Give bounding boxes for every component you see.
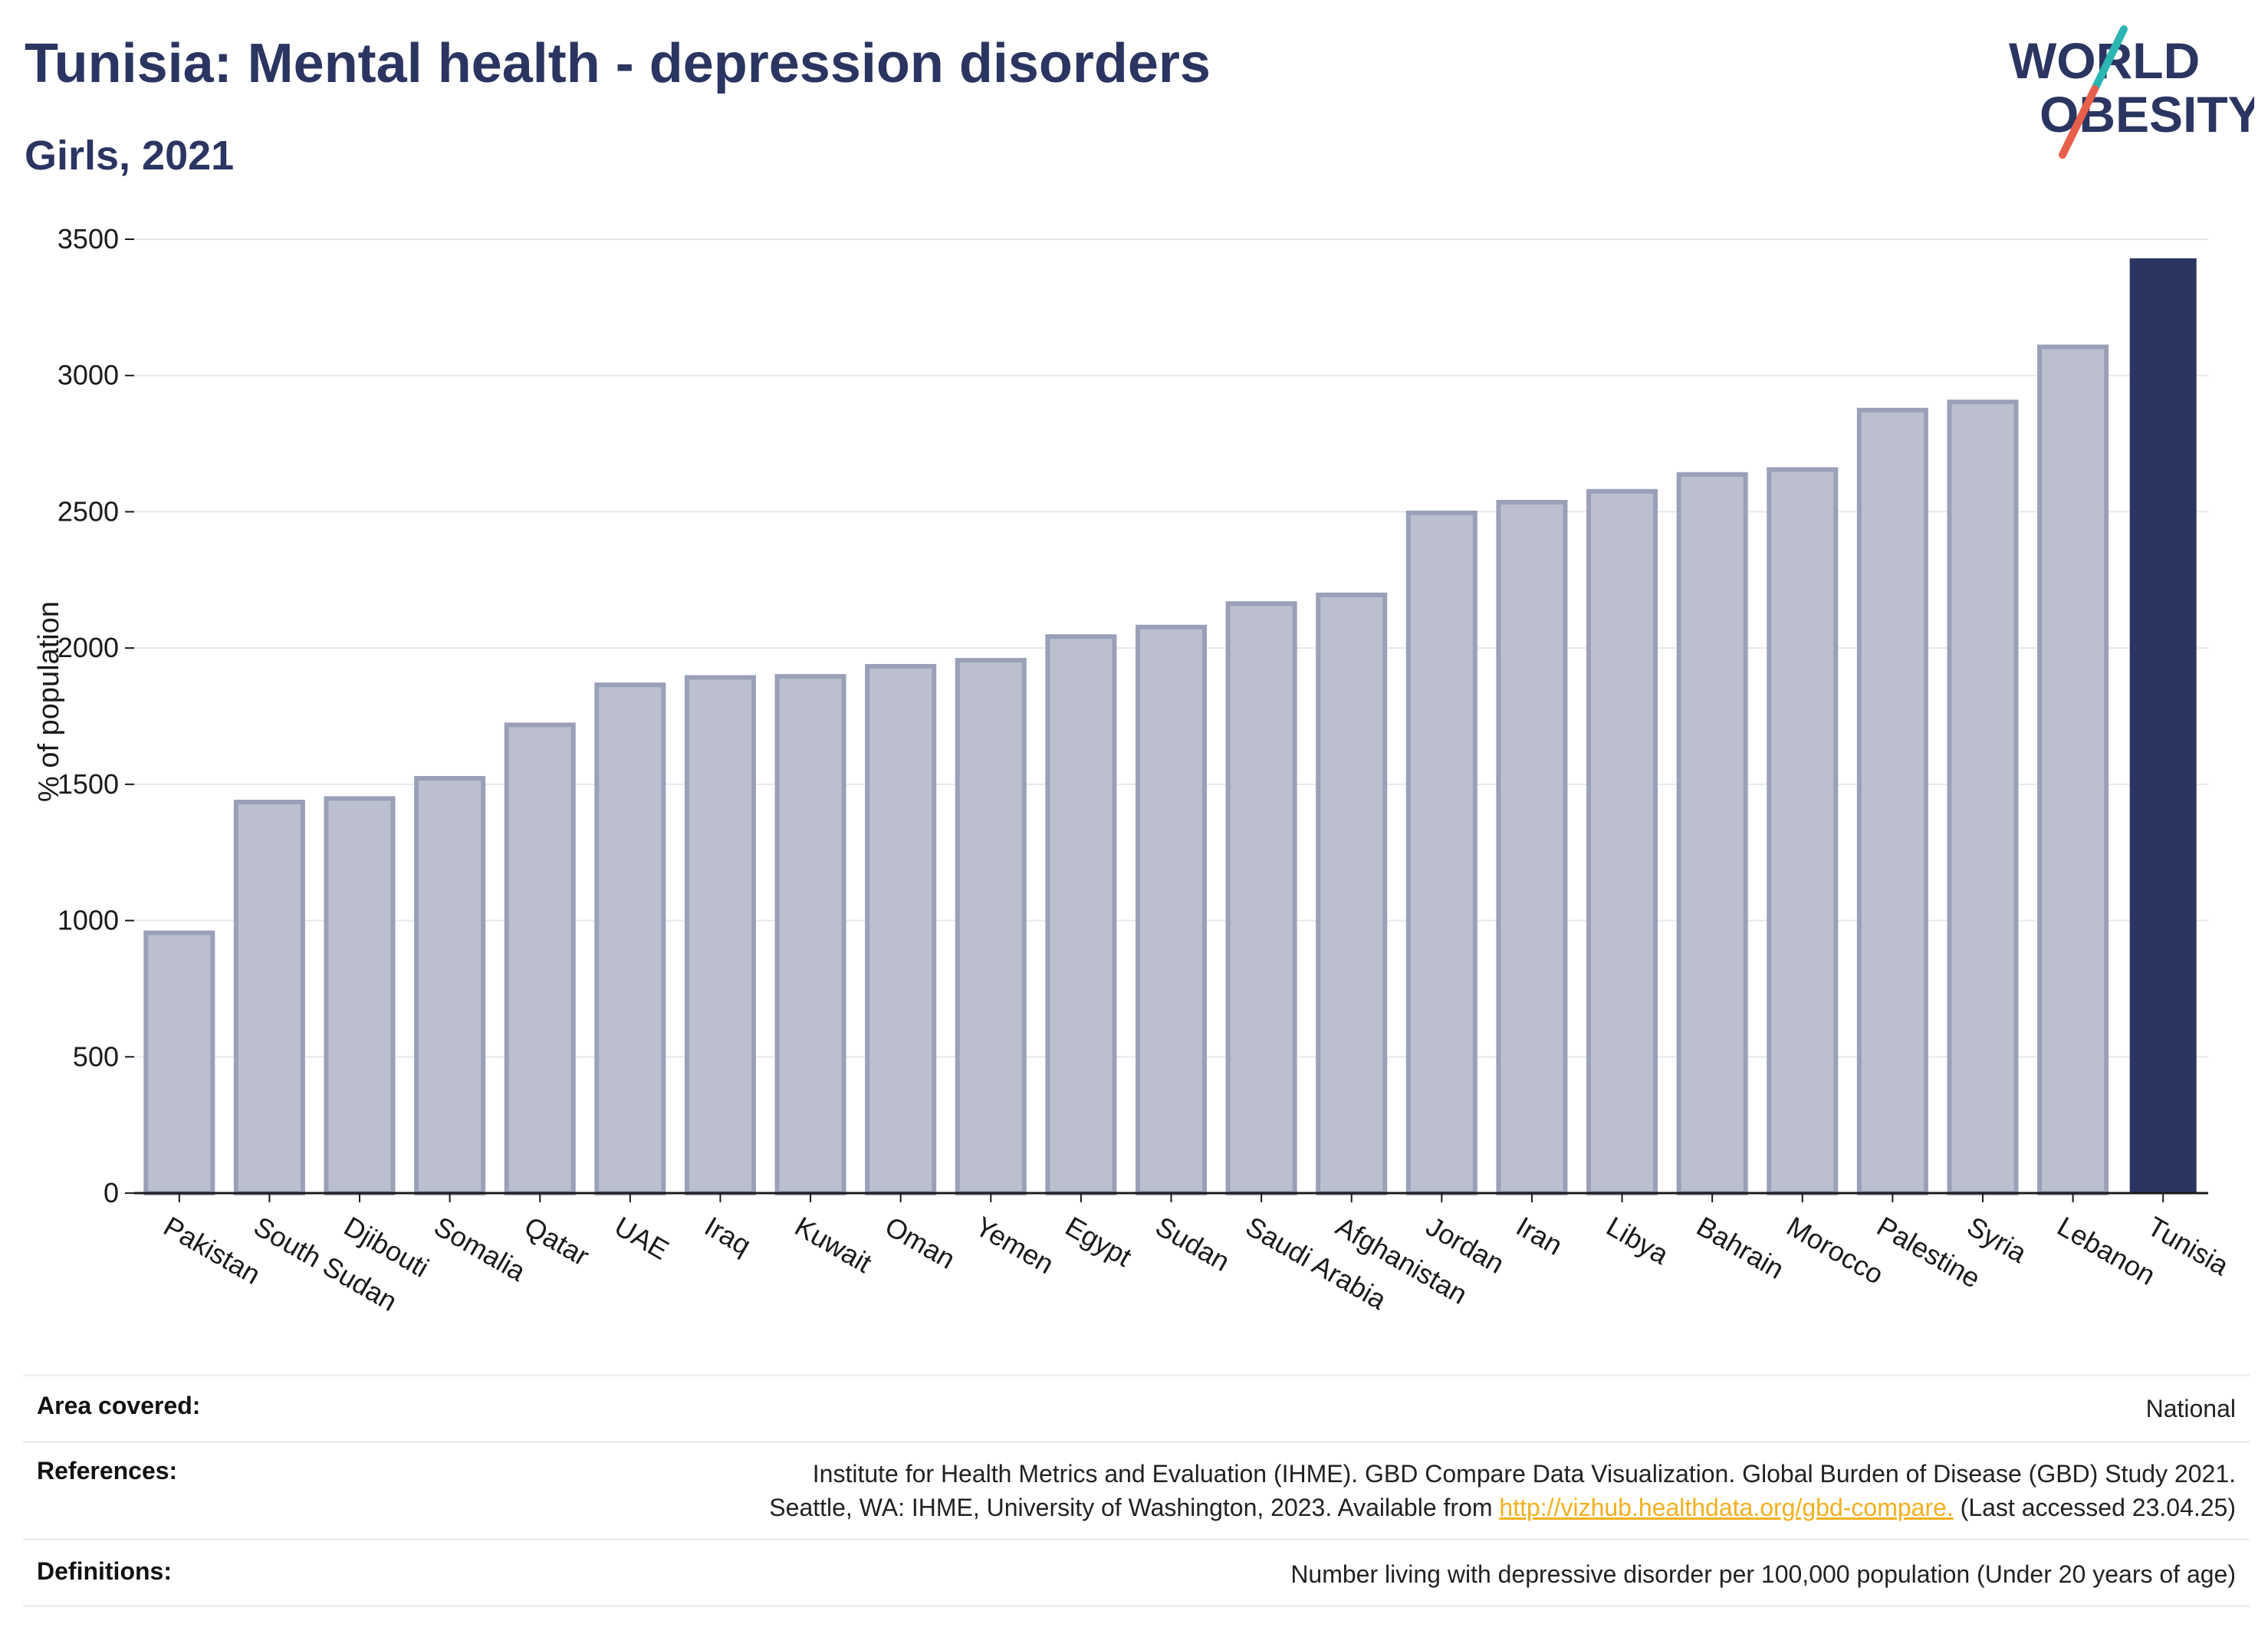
bar-egypt bbox=[1045, 634, 1117, 1195]
references-line-2-post: (Last accessed 23.04.25) bbox=[1953, 1494, 2236, 1521]
bar-oman bbox=[865, 663, 937, 1195]
bars bbox=[143, 258, 2197, 1196]
world-obesity-logo: WORLD OBESITY bbox=[2009, 25, 2254, 159]
x-tick-label: Oman bbox=[879, 1210, 960, 1275]
bar-sudan bbox=[1135, 624, 1208, 1195]
references-label: References: bbox=[37, 1457, 178, 1484]
y-tick-label: 2500 bbox=[58, 495, 119, 527]
y-tick-label: 1000 bbox=[58, 905, 119, 936]
x-tick-label: Iraq bbox=[699, 1210, 756, 1261]
x-tick-label: Lebanon bbox=[2052, 1210, 2161, 1291]
bar-iran bbox=[1496, 499, 1568, 1195]
references-line-1: Institute for Health Metrics and Evaluat… bbox=[812, 1460, 2236, 1488]
area-label: Area covered: bbox=[37, 1392, 201, 1419]
bar-pakistan bbox=[143, 930, 215, 1195]
x-tick-label: Morocco bbox=[1782, 1210, 1889, 1290]
x-tick-label: Yemen bbox=[970, 1210, 1059, 1280]
bar-jordan bbox=[1405, 510, 1477, 1195]
x-tick-label: Bahrain bbox=[1691, 1210, 1790, 1285]
bar-qatar bbox=[504, 722, 576, 1195]
bar-south-sudan bbox=[233, 799, 305, 1195]
bar-tunisia bbox=[2129, 258, 2197, 1193]
bar-iraq bbox=[684, 675, 756, 1195]
x-tick-label: Iran bbox=[1511, 1210, 1568, 1261]
chart-subtitle: Girls, 2021 bbox=[25, 133, 235, 179]
bar-lebanon bbox=[2037, 344, 2109, 1195]
x-tick-label: Kuwait bbox=[790, 1210, 877, 1279]
logo-slash-teal bbox=[2091, 25, 2128, 93]
x-tick-label: Somalia bbox=[429, 1210, 531, 1287]
y-tick-label: 3500 bbox=[58, 223, 119, 255]
bar-kuwait bbox=[774, 674, 846, 1195]
y-tick-label: 0 bbox=[104, 1177, 119, 1208]
bar-djibouti bbox=[324, 796, 396, 1196]
logo-slash-red bbox=[2059, 85, 2099, 159]
bar-uae bbox=[594, 682, 666, 1195]
x-tick-label: Pakistan bbox=[159, 1210, 266, 1290]
bar-afghanistan bbox=[1316, 592, 1388, 1195]
references-line-2-pre: Seattle, WA: IHME, University of Washing… bbox=[769, 1494, 1500, 1521]
bar-yemen bbox=[955, 658, 1027, 1195]
bar-bahrain bbox=[1676, 472, 1748, 1195]
bar-palestine bbox=[1856, 407, 1928, 1195]
references-line-2: Seattle, WA: IHME, University of Washing… bbox=[23, 1491, 2236, 1524]
metadata-table: Area covered: National References: Insti… bbox=[23, 1374, 2250, 1607]
x-tick-label: Libya bbox=[1601, 1210, 1675, 1271]
x-tick-label: Sudan bbox=[1150, 1210, 1235, 1277]
x-tick-label: Egypt bbox=[1060, 1210, 1137, 1273]
bar-syria bbox=[1947, 399, 2019, 1195]
y-tick-label: 1500 bbox=[58, 768, 119, 800]
meta-row-references: References: Institute for Health Metrics… bbox=[23, 1441, 2250, 1538]
x-tick-label: UAE bbox=[610, 1210, 675, 1266]
y-tick-label: 2000 bbox=[58, 632, 119, 663]
bar-chart: 0 500 1000 1500 2000 2500 3000 3500 PakistanSou… bbox=[33, 223, 2235, 1317]
definitions-value: Number living with depressive disorder p… bbox=[1290, 1560, 2236, 1588]
meta-row-area: Area covered: National bbox=[23, 1374, 2250, 1441]
y-axis-ticks: 0 500 1000 1500 2000 2500 3000 3500 bbox=[58, 223, 134, 1208]
y-tick-label: 3000 bbox=[58, 360, 119, 391]
x-tick-label: Qatar bbox=[519, 1210, 594, 1272]
bar-libya bbox=[1586, 488, 1658, 1195]
meta-row-definitions: Definitions: Number living with depressi… bbox=[23, 1538, 2250, 1607]
x-tick-label: Palestine bbox=[1872, 1210, 1986, 1294]
references-value: Institute for Health Metrics and Evaluat… bbox=[23, 1443, 2250, 1524]
y-tick-label: 500 bbox=[73, 1041, 119, 1072]
definitions-label: Definitions: bbox=[37, 1557, 172, 1585]
area-value: National bbox=[2145, 1395, 2236, 1422]
bar-somalia bbox=[414, 776, 486, 1195]
references-link[interactable]: http://vizhub.healthdata.org/gbd-compare… bbox=[1499, 1494, 1954, 1521]
bar-saudi-arabia bbox=[1225, 601, 1297, 1195]
y-axis-label: % of population bbox=[33, 601, 65, 802]
chart-title: Tunisia: Mental health - depression diso… bbox=[25, 33, 1211, 94]
bar-morocco bbox=[1767, 467, 1839, 1195]
